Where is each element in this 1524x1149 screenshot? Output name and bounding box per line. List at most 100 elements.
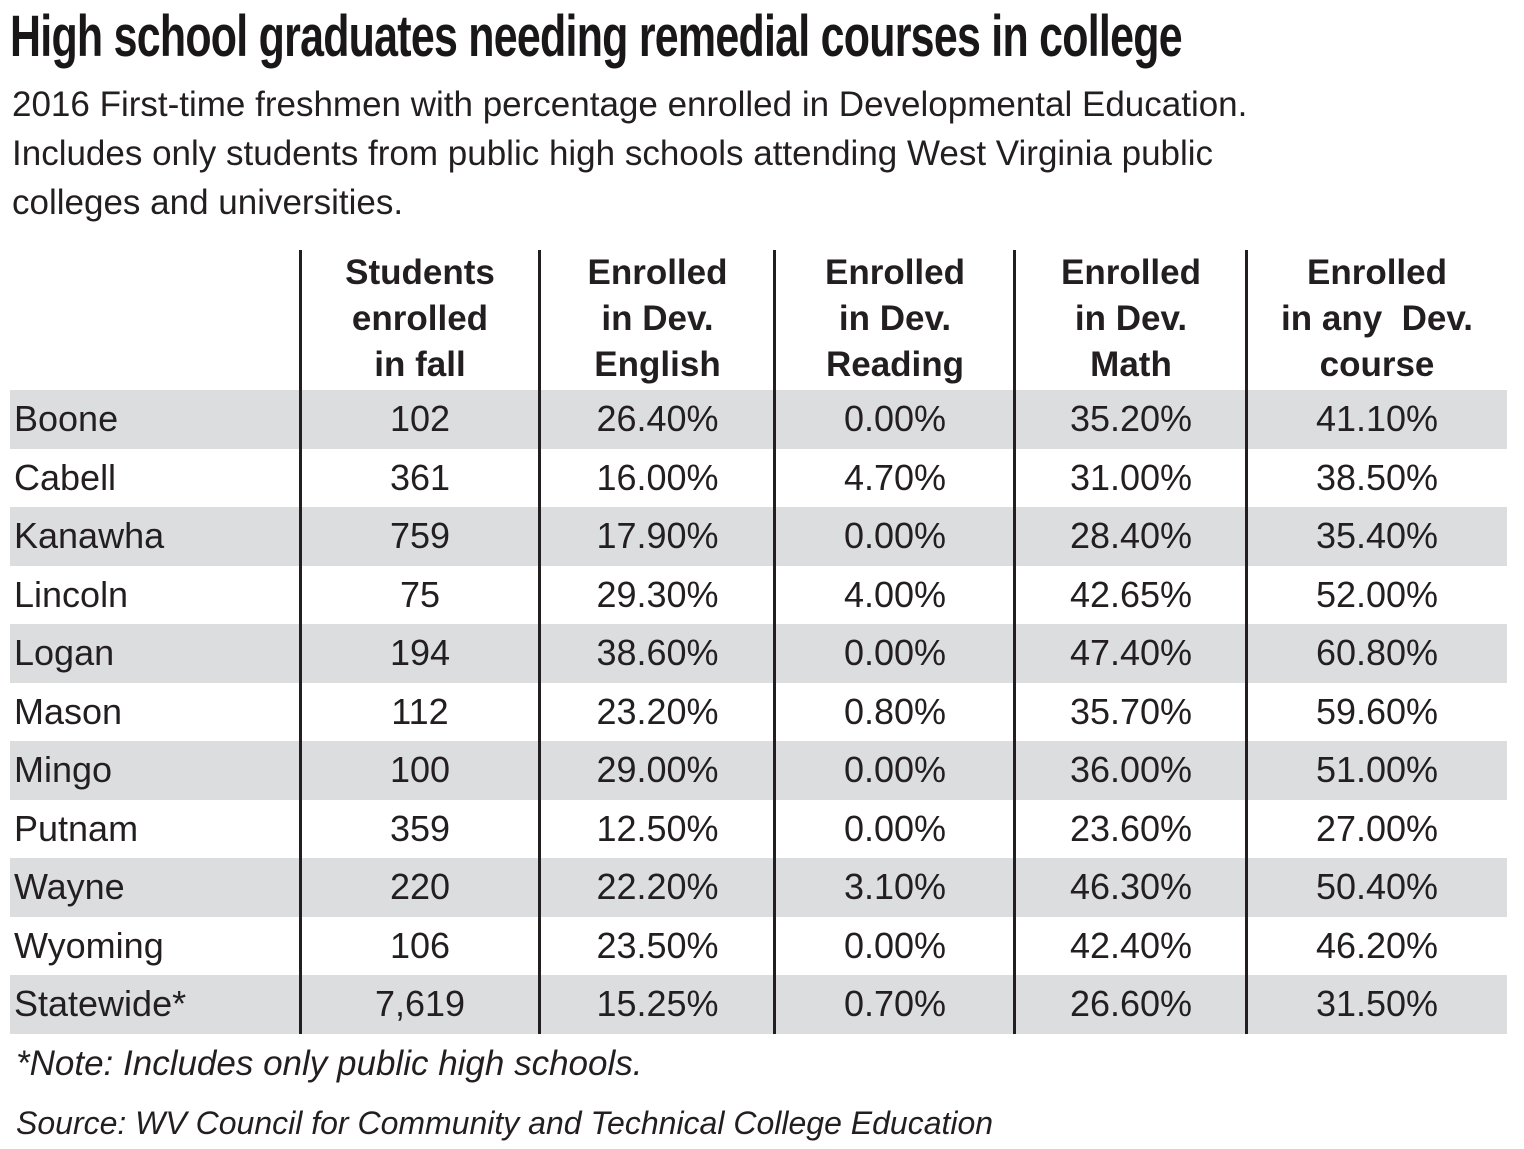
cell-dev-math: 28.40% bbox=[1069, 515, 1193, 556]
header-line: enrolled bbox=[351, 299, 489, 338]
cell-dev-math: 26.60% bbox=[1069, 983, 1193, 1024]
cell-any-dev: 60.80% bbox=[1315, 632, 1439, 673]
table-row: Logan 194 38.60% 0.00% 47.40% 60.80% bbox=[10, 624, 1507, 683]
column-header-any: Enrolled in any Dev. course bbox=[1247, 250, 1507, 390]
table-row: Wayne 220 22.20% 3.10% 46.30% 50.40% bbox=[10, 858, 1507, 917]
table-row: Cabell 361 16.00% 4.70% 31.00% 38.50% bbox=[10, 449, 1507, 508]
cell-any-dev: 52.00% bbox=[1315, 573, 1439, 615]
cell-dev-math: 36.00% bbox=[1069, 749, 1193, 790]
column-header-math: Enrolled in Dev. Math bbox=[1015, 250, 1247, 390]
cell-dev-english: 29.30% bbox=[596, 573, 719, 615]
cell-dev-english: 16.00% bbox=[596, 456, 719, 498]
cell-students: 359 bbox=[389, 807, 451, 849]
table-row: Boone 102 26.40% 0.00% 35.20% 41.10% bbox=[10, 390, 1507, 449]
column-header-english: Enrolled in Dev. English bbox=[540, 250, 775, 390]
cell-any-dev: 51.00% bbox=[1315, 749, 1439, 790]
cell-students: 75 bbox=[399, 573, 441, 615]
cell-students: 7,619 bbox=[374, 983, 466, 1024]
column-divider bbox=[1245, 250, 1248, 1034]
subtitle-line: Includes only students from public high … bbox=[12, 134, 1214, 173]
table-row: Putnam 359 12.50% 0.00% 23.60% 27.00% bbox=[10, 800, 1507, 859]
header-line: Enrolled bbox=[824, 253, 966, 292]
table-body: Boone 102 26.40% 0.00% 35.20% 41.10% Cabell 361… bbox=[10, 390, 1507, 1034]
cell-dev-reading: 0.00% bbox=[843, 515, 947, 556]
cell-dev-english: 23.50% bbox=[596, 924, 719, 966]
cell-students: 220 bbox=[389, 866, 451, 907]
column-divider bbox=[299, 250, 302, 1034]
cell-students: 361 bbox=[389, 456, 451, 498]
cell-students: 102 bbox=[389, 398, 451, 439]
cell-county: Kanawha bbox=[14, 515, 165, 556]
cell-dev-math: 35.70% bbox=[1069, 690, 1193, 732]
cell-any-dev: 41.10% bbox=[1315, 398, 1439, 439]
header-line: English bbox=[594, 345, 721, 384]
header-line: in fall bbox=[374, 345, 466, 384]
cell-dev-english: 12.50% bbox=[596, 807, 719, 849]
cell-county: Mason bbox=[14, 690, 123, 732]
cell-any-dev: 59.60% bbox=[1315, 690, 1439, 732]
header-line: Students bbox=[345, 253, 495, 292]
header-line: Enrolled bbox=[1060, 253, 1202, 292]
cell-any-dev: 31.50% bbox=[1315, 983, 1439, 1024]
table-row: Mingo 100 29.00% 0.00% 36.00% 51.00% bbox=[10, 741, 1507, 800]
cell-dev-math: 23.60% bbox=[1069, 807, 1193, 849]
cell-dev-english: 23.20% bbox=[596, 690, 719, 732]
cell-students: 759 bbox=[389, 515, 451, 556]
cell-any-dev: 27.00% bbox=[1315, 807, 1439, 849]
cell-dev-math: 47.40% bbox=[1069, 632, 1193, 673]
cell-dev-reading: 4.70% bbox=[843, 456, 947, 498]
cell-dev-math: 31.00% bbox=[1069, 456, 1193, 498]
header-line: in Dev. bbox=[1074, 299, 1188, 338]
cell-dev-reading: 0.00% bbox=[843, 632, 947, 673]
cell-any-dev: 46.20% bbox=[1315, 924, 1439, 966]
data-table: Students enrolled in fall Enrolled in De… bbox=[10, 250, 1507, 1034]
cell-dev-english: 38.60% bbox=[596, 632, 719, 673]
cell-county: Mingo bbox=[14, 749, 113, 790]
table-header: Students enrolled in fall Enrolled in De… bbox=[10, 250, 1507, 390]
header-line: in Dev. bbox=[838, 299, 952, 338]
cell-dev-math: 42.65% bbox=[1069, 573, 1193, 615]
table-row: Mason 112 23.20% 0.80% 35.70% 59.60% bbox=[10, 683, 1507, 742]
table-row: Wyoming 106 23.50% 0.00% 42.40% 46.20% bbox=[10, 917, 1507, 976]
cell-county: Logan bbox=[14, 632, 115, 673]
cell-students: 100 bbox=[389, 749, 451, 790]
cell-any-dev: 38.50% bbox=[1315, 456, 1439, 498]
header-line: in Dev. bbox=[601, 299, 714, 338]
cell-dev-math: 35.20% bbox=[1069, 398, 1193, 439]
subtitle-line: 2016 First-time freshmen with percentage… bbox=[12, 85, 1248, 124]
cell-dev-english: 22.20% bbox=[596, 866, 719, 907]
cell-students: 194 bbox=[389, 632, 451, 673]
cell-dev-english: 15.25% bbox=[596, 983, 719, 1024]
cell-dev-reading: 0.00% bbox=[843, 749, 947, 790]
cell-dev-reading: 0.00% bbox=[843, 398, 947, 439]
cell-students: 112 bbox=[391, 690, 449, 732]
cell-dev-reading: 0.00% bbox=[843, 807, 947, 849]
source-credit: Source: WV Council for Community and Tec… bbox=[16, 1105, 994, 1141]
cell-any-dev: 50.40% bbox=[1315, 866, 1439, 907]
page-title: High school graduates needing remedial c… bbox=[10, 4, 1183, 69]
header-line: in any Dev. bbox=[1281, 299, 1473, 338]
column-divider bbox=[773, 250, 776, 1034]
column-header-students: Students enrolled in fall bbox=[300, 250, 540, 390]
column-divider bbox=[1013, 250, 1016, 1034]
cell-county: Cabell bbox=[14, 456, 117, 498]
cell-dev-math: 46.30% bbox=[1069, 866, 1193, 907]
subtitle-line: colleges and universities. bbox=[12, 183, 404, 222]
cell-dev-reading: 3.10% bbox=[843, 866, 947, 907]
cell-dev-reading: 4.00% bbox=[843, 573, 947, 615]
cell-dev-reading: 0.80% bbox=[843, 690, 947, 732]
table-row: Lincoln 75 29.30% 4.00% 42.65% 52.00% bbox=[10, 566, 1507, 625]
cell-dev-english: 26.40% bbox=[596, 398, 719, 439]
cell-county: Wyoming bbox=[14, 924, 164, 966]
cell-county: Lincoln bbox=[14, 573, 129, 615]
header-line: Enrolled bbox=[1306, 253, 1448, 292]
footnote: *Note: Includes only public high schools… bbox=[16, 1044, 643, 1083]
table-row: Statewide* 7,619 15.25% 0.70% 26.60% 31.50% bbox=[10, 975, 1507, 1034]
cell-county: Wayne bbox=[14, 866, 125, 907]
cell-county: Boone bbox=[14, 398, 119, 439]
subtitle: 2016 First-time freshmen with percentage… bbox=[12, 80, 1512, 227]
column-divider bbox=[538, 250, 541, 1034]
header-line: Reading bbox=[825, 345, 965, 384]
header-line: course bbox=[1319, 345, 1435, 384]
table-row: Kanawha 759 17.90% 0.00% 28.40% 35.40% bbox=[10, 507, 1507, 566]
